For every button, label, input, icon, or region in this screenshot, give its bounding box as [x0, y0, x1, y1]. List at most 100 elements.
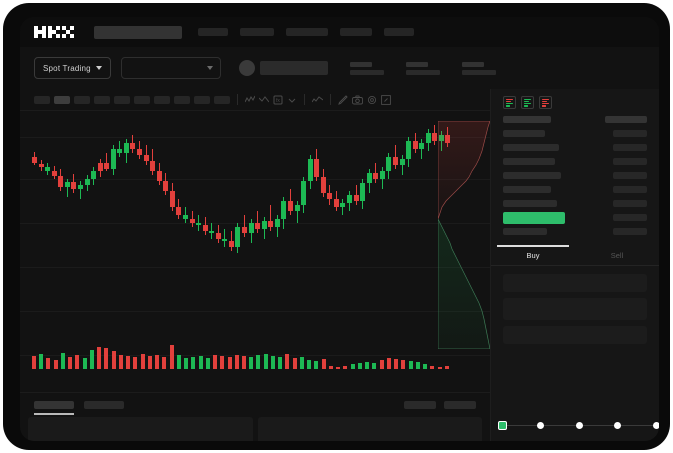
orderbook-row[interactable] — [503, 157, 647, 166]
market-stat-2 — [461, 61, 496, 75]
timeframe-chip-5[interactable] — [134, 95, 150, 104]
trade-side-tabs: Buy Sell — [491, 245, 659, 266]
nav-item-0[interactable] — [198, 28, 228, 36]
volume-bar — [307, 360, 312, 369]
timeframe-chip-4[interactable] — [114, 95, 130, 104]
orderbook-both-icon[interactable] — [503, 96, 516, 109]
line-chart-icon[interactable] — [312, 95, 323, 105]
orderbook-amount-bar — [613, 158, 647, 165]
volume-bar — [75, 355, 80, 369]
volume-bar — [430, 366, 435, 369]
gridline-0 — [20, 137, 490, 138]
timeframe-chip-6[interactable] — [154, 95, 170, 104]
search-input[interactable] — [94, 25, 182, 39]
volume-bar — [365, 362, 370, 369]
volume-bar — [278, 357, 283, 369]
nav-item-1[interactable] — [240, 28, 274, 36]
stepper-dot-5[interactable] — [653, 422, 659, 429]
order-field-0[interactable] — [503, 274, 647, 292]
market-stat-label — [349, 61, 372, 67]
okx-logo-icon[interactable] — [34, 26, 76, 39]
orderbook-row[interactable] — [503, 129, 647, 138]
stepper-dot-2[interactable] — [536, 422, 544, 429]
templates-icon[interactable]: fx — [273, 95, 283, 105]
trading-pair-selector[interactable] — [120, 57, 221, 79]
nav-item-3[interactable] — [340, 28, 372, 36]
nav-item-2[interactable] — [286, 28, 328, 36]
orderbook-header-row — [503, 115, 647, 124]
bottom-panels — [20, 417, 490, 441]
volume-series — [32, 339, 452, 369]
indicators-icon[interactable] — [245, 95, 255, 105]
orderbook-rows[interactable] — [491, 115, 659, 236]
market-stat-1 — [405, 61, 440, 75]
stepper-line — [506, 425, 659, 426]
orderbook-asks-icon[interactable] — [539, 96, 552, 109]
tab-buy[interactable]: Buy — [491, 245, 575, 265]
volume-bar — [401, 360, 406, 369]
settings-gear-icon[interactable] — [367, 95, 377, 105]
trading-mode-selector[interactable]: Spot Trading — [34, 57, 111, 79]
timeframe-chip-2[interactable] — [74, 95, 90, 104]
volume-bar — [444, 366, 449, 369]
orderbook-price-bar — [503, 228, 547, 235]
timeframe-chip-0[interactable] — [34, 95, 50, 104]
orderbook-row[interactable] — [503, 185, 647, 194]
orderbook-row[interactable] — [503, 227, 647, 236]
volume-bar — [415, 362, 420, 369]
timeframe-chip-1[interactable] — [54, 95, 70, 104]
stepper-dot-4[interactable] — [614, 422, 622, 429]
volume-bar — [104, 348, 109, 369]
timeframe-chip-9[interactable] — [214, 95, 230, 104]
volume-bar — [39, 354, 44, 369]
order-field-2[interactable] — [503, 326, 647, 344]
device-bezel: Spot Trading — [3, 3, 670, 450]
bottom-panel-0[interactable] — [28, 417, 253, 441]
stepper-dot-3[interactable] — [575, 422, 583, 429]
pencil-icon[interactable] — [338, 94, 348, 105]
orderbook-row[interactable] — [503, 199, 647, 208]
volume-bar — [53, 360, 58, 369]
timeframe-chip-3[interactable] — [94, 95, 110, 104]
tab-sell[interactable]: Sell — [610, 251, 624, 260]
volume-bar — [220, 356, 225, 369]
volume-bar — [357, 363, 362, 369]
timeframe-chip-7[interactable] — [174, 95, 190, 104]
orderbook-price-col — [503, 116, 551, 123]
volume-bar — [328, 366, 333, 369]
chart-footer-action-1[interactable] — [444, 400, 476, 409]
nav-item-4[interactable] — [384, 28, 414, 36]
svg-text:fx: fx — [276, 98, 280, 104]
volume-bar — [234, 355, 239, 369]
chart-footer-tab-1[interactable] — [84, 400, 124, 409]
volume-bar — [213, 355, 218, 369]
chart-footer-tab-0[interactable] — [34, 400, 74, 415]
camera-icon[interactable] — [352, 95, 363, 105]
timeframe-chip-8[interactable] — [194, 95, 210, 104]
orderbook-row[interactable] — [503, 143, 647, 152]
volume-bar — [242, 356, 246, 369]
orderbook-row[interactable] — [503, 211, 647, 224]
top-navigation-bar — [20, 17, 659, 47]
device-screen: Spot Trading — [20, 17, 659, 441]
volume-bar — [270, 356, 275, 369]
price-chart-panel[interactable] — [20, 111, 490, 392]
market-stat-label — [405, 61, 428, 67]
stepper-dot-1[interactable] — [498, 421, 507, 430]
volume-bar — [155, 355, 160, 369]
volume-bar — [60, 353, 65, 369]
volume-bar — [256, 355, 261, 369]
orderbook-row[interactable] — [503, 171, 647, 180]
market-stat-value — [461, 69, 496, 75]
chart-footer-tabs — [20, 392, 490, 416]
bottom-panel-1[interactable] — [257, 417, 482, 441]
fullscreen-icon[interactable] — [381, 94, 391, 105]
chart-footer-action-0[interactable] — [404, 400, 436, 409]
chevron-down-icon[interactable] — [287, 95, 297, 105]
chevron-down-icon — [206, 66, 213, 70]
chart-toolbar: fx — [20, 89, 490, 111]
order-field-1[interactable] — [503, 298, 647, 320]
orderbook-price-bar — [503, 200, 557, 207]
compare-icon[interactable] — [259, 95, 269, 105]
orderbook-bids-icon[interactable] — [521, 96, 534, 109]
